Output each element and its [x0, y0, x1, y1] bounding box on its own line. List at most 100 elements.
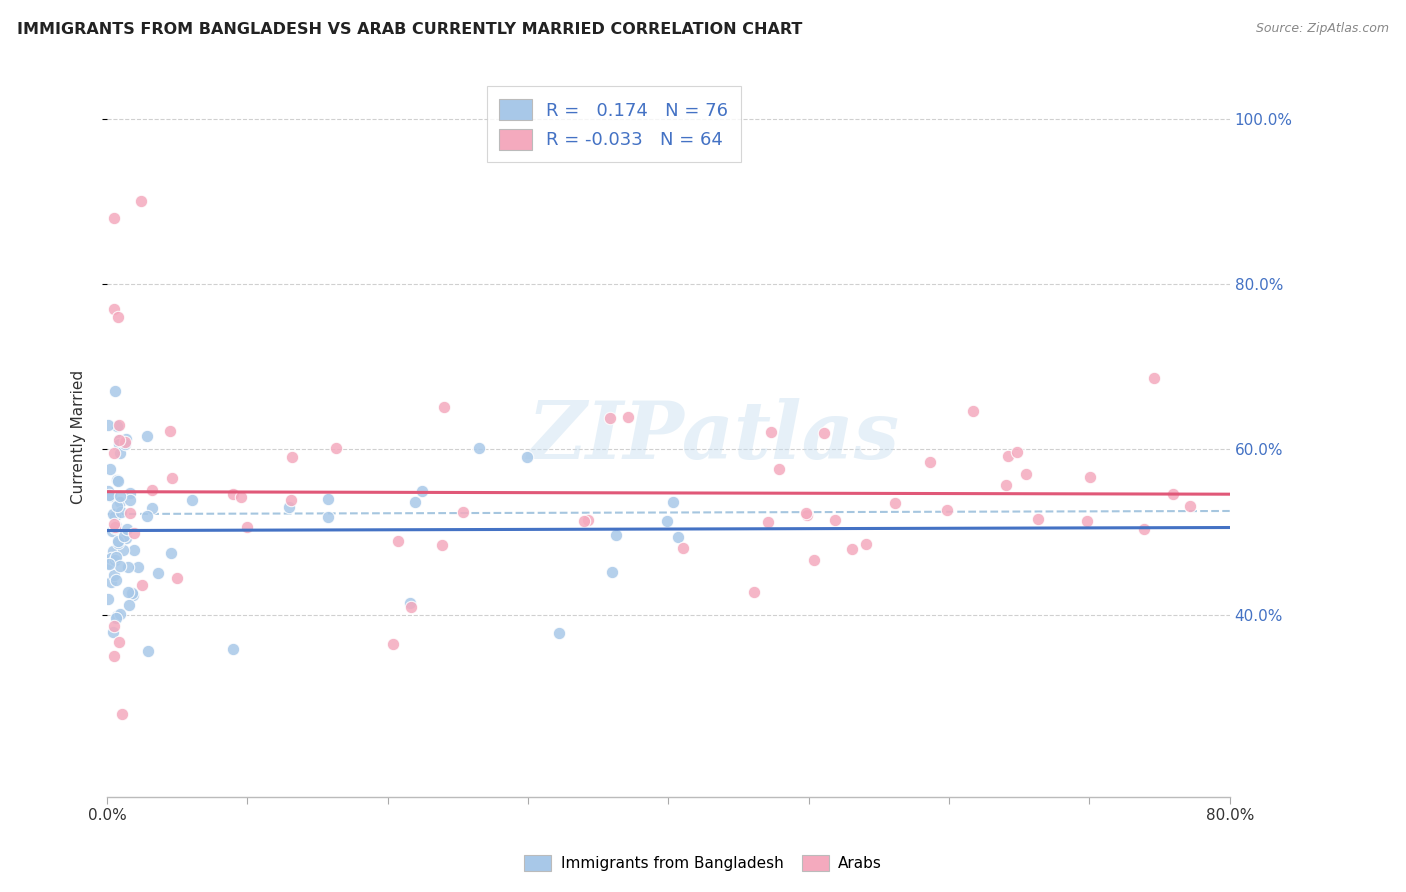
Point	[97, 557, 120, 571]
Point	[236, 520, 259, 534]
Point	[108, 489, 131, 503]
Point	[110, 446, 132, 460]
Point	[121, 588, 143, 602]
Point	[997, 449, 1019, 463]
Point	[131, 578, 153, 592]
Point	[316, 491, 339, 506]
Point	[114, 531, 136, 545]
Point	[108, 635, 131, 649]
Point	[411, 484, 433, 499]
Point	[104, 521, 127, 535]
Point	[430, 538, 453, 552]
Point	[935, 502, 957, 516]
Point	[883, 495, 905, 509]
Point	[617, 409, 640, 424]
Point	[107, 310, 129, 325]
Point	[118, 493, 141, 508]
Point	[97, 483, 120, 498]
Y-axis label: Currently Married: Currently Married	[72, 370, 86, 504]
Point	[229, 490, 252, 504]
Point	[280, 493, 302, 508]
Point	[117, 559, 139, 574]
Point	[574, 514, 596, 528]
Point	[404, 495, 426, 509]
Point	[124, 543, 146, 558]
Point	[281, 450, 304, 465]
Point	[118, 506, 141, 520]
Legend: Immigrants from Bangladesh, Arabs: Immigrants from Bangladesh, Arabs	[517, 849, 889, 877]
Point	[387, 533, 409, 548]
Point	[127, 560, 149, 574]
Point	[1078, 470, 1101, 484]
Point	[104, 553, 127, 567]
Point	[108, 433, 131, 447]
Point	[759, 425, 782, 440]
Point	[180, 493, 202, 508]
Point	[111, 706, 134, 721]
Point	[657, 514, 679, 528]
Point	[115, 432, 138, 446]
Point	[661, 495, 683, 509]
Point	[100, 489, 122, 503]
Point	[111, 543, 134, 558]
Point	[813, 425, 835, 440]
Point	[671, 541, 693, 555]
Point	[108, 558, 131, 573]
Point	[107, 474, 129, 488]
Point	[222, 487, 245, 501]
Point	[110, 505, 132, 519]
Point	[547, 625, 569, 640]
Point	[803, 553, 825, 567]
Point	[114, 434, 136, 449]
Point	[146, 566, 169, 581]
Point	[605, 528, 627, 542]
Legend: R =   0.174   N = 76, R = -0.033   N = 64: R = 0.174 N = 76, R = -0.033 N = 64	[486, 87, 741, 162]
Point	[107, 418, 129, 433]
Point	[103, 649, 125, 664]
Point	[117, 585, 139, 599]
Point	[121, 586, 143, 600]
Point	[166, 571, 188, 585]
Point	[108, 607, 131, 622]
Text: Source: ZipAtlas.com: Source: ZipAtlas.com	[1256, 22, 1389, 36]
Point	[325, 442, 347, 456]
Point	[576, 513, 599, 527]
Point	[399, 599, 422, 614]
Point	[382, 636, 405, 650]
Point	[399, 596, 422, 610]
Point	[744, 584, 766, 599]
Point	[98, 488, 121, 502]
Point	[104, 520, 127, 534]
Point	[97, 549, 120, 564]
Point	[112, 529, 135, 543]
Point	[1143, 371, 1166, 385]
Point	[136, 509, 159, 524]
Point	[516, 450, 538, 464]
Point	[824, 513, 846, 527]
Point	[995, 478, 1018, 492]
Point	[97, 591, 120, 606]
Point	[108, 495, 131, 509]
Point	[1178, 499, 1201, 513]
Point	[104, 384, 127, 398]
Point	[103, 507, 125, 521]
Point	[160, 471, 183, 485]
Point	[136, 429, 159, 443]
Point	[159, 424, 181, 438]
Point	[103, 446, 125, 460]
Point	[451, 505, 474, 519]
Point	[122, 526, 145, 541]
Point	[768, 462, 790, 476]
Point	[468, 442, 491, 456]
Point	[666, 530, 689, 544]
Point	[433, 400, 456, 414]
Point	[104, 509, 127, 524]
Point	[107, 417, 129, 432]
Point	[794, 506, 817, 520]
Point	[160, 546, 183, 560]
Point	[1163, 487, 1185, 501]
Point	[129, 194, 152, 209]
Point	[918, 455, 941, 469]
Point	[105, 608, 128, 623]
Point	[962, 404, 984, 418]
